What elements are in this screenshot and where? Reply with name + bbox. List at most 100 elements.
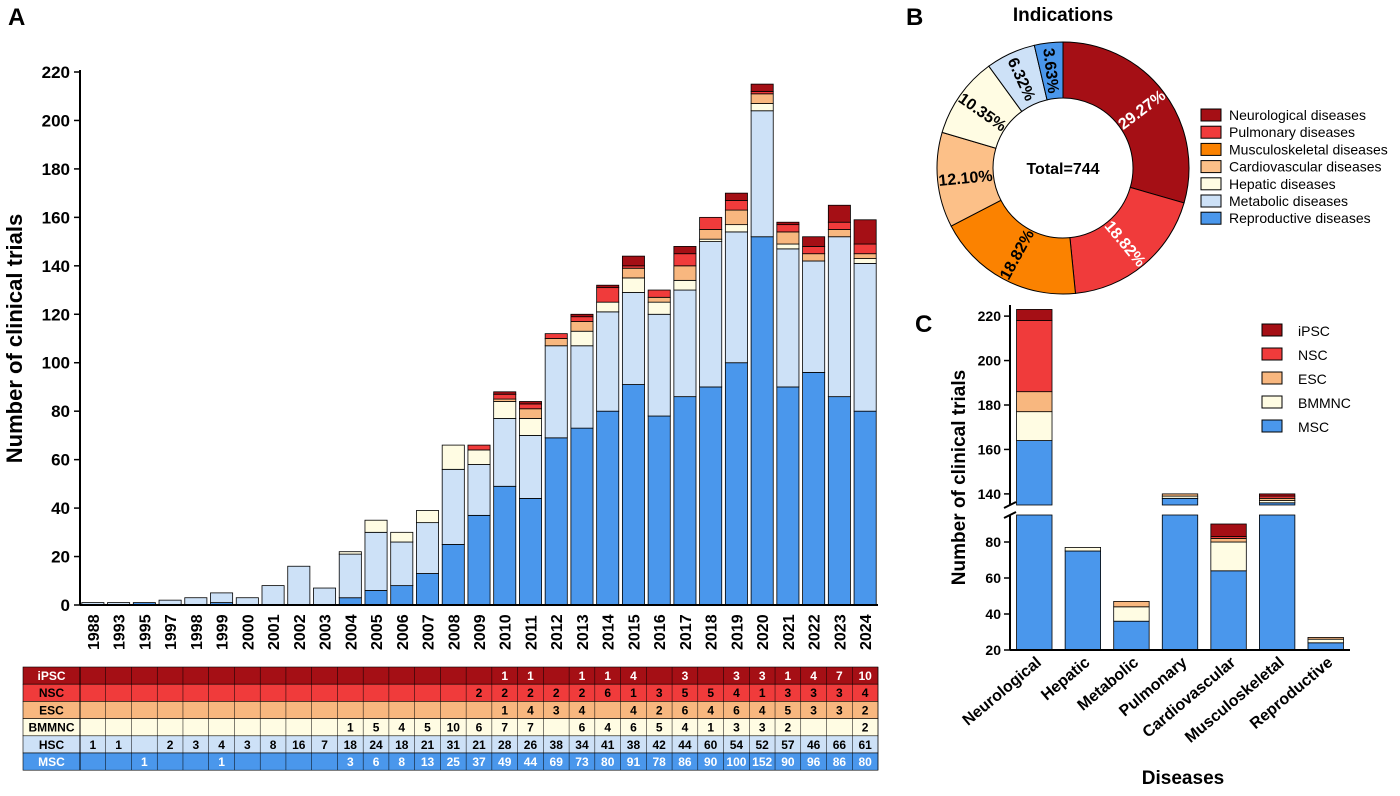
legend-swatch-nsc bbox=[1261, 347, 1283, 361]
bar-nsc-2009 bbox=[467, 444, 491, 451]
bar-msc-2004 bbox=[338, 597, 362, 606]
bar-bmmnc-metabolic bbox=[1113, 606, 1150, 622]
x-tick-label-2003: 2003 bbox=[318, 614, 335, 650]
table-cell-msc-2015: 91 bbox=[627, 755, 641, 769]
table-cell-bmmnc-2018: 1 bbox=[707, 721, 714, 735]
table-cell-msc-2024: 80 bbox=[858, 755, 872, 769]
table-cell-nsc-2021: 3 bbox=[785, 686, 792, 700]
table-cell-hsc-1998: 3 bbox=[192, 738, 199, 752]
bar-bmmnc-2017 bbox=[673, 279, 697, 291]
bar-bmmnc-2015 bbox=[621, 277, 645, 293]
table-cell-msc-2023: 86 bbox=[833, 755, 847, 769]
x-tick-label-2006: 2006 bbox=[395, 614, 412, 650]
y-tick-label: 140 bbox=[978, 486, 1002, 502]
bar-msc-cardiovascular bbox=[1210, 570, 1247, 651]
bar-bmmnc-2021 bbox=[776, 243, 800, 250]
legend-label-cardiovascular-diseases: Cardiovascular diseases bbox=[1229, 159, 1382, 175]
x-tick-label-2020: 2020 bbox=[755, 614, 772, 650]
legend-swatch-neurological-diseases bbox=[1200, 108, 1222, 122]
table-cell-hsc-2005: 24 bbox=[369, 738, 383, 752]
bar-hsc-2020 bbox=[750, 110, 774, 238]
bar-hsc-2022 bbox=[802, 260, 826, 373]
donut-center-label: Total=744 bbox=[1026, 161, 1099, 178]
table-cell-bmmnc-2008: 10 bbox=[447, 721, 461, 735]
table-cell-hsc-2003: 7 bbox=[321, 738, 328, 752]
table-row-label-nsc: NSC bbox=[39, 686, 65, 700]
bar-msc-hepatic bbox=[1064, 550, 1101, 651]
x-tick-label-2011: 2011 bbox=[523, 615, 540, 650]
bar-hsc-2019 bbox=[724, 231, 748, 364]
bar-ipsc-2022 bbox=[802, 236, 826, 247]
table-cell-hsc-2014: 41 bbox=[601, 738, 615, 752]
bar-msc-2011 bbox=[519, 497, 542, 606]
table-cell-ipsc-2017: 3 bbox=[682, 669, 689, 683]
y-tick-label: 20 bbox=[985, 642, 1001, 658]
bar-esc-2017 bbox=[673, 265, 697, 281]
x-tick-label-2008: 2008 bbox=[446, 614, 463, 650]
bar-bmmnc-2008 bbox=[441, 444, 465, 470]
bar-esc-2023 bbox=[827, 229, 851, 238]
table-row-esc bbox=[22, 701, 879, 719]
bar-ipsc-2024 bbox=[853, 219, 877, 245]
table-cell-nsc-2013: 2 bbox=[579, 686, 586, 700]
x-tick-label-2014: 2014 bbox=[601, 614, 618, 650]
x-tick-label-2009: 2009 bbox=[472, 614, 489, 650]
bar-bmmnc-hepatic bbox=[1064, 547, 1101, 552]
table-cell-ipsc-2014: 1 bbox=[604, 669, 611, 683]
table-cell-msc-2014: 80 bbox=[601, 755, 615, 769]
bar-msc-2024 bbox=[853, 410, 877, 606]
bar-hsc-2021 bbox=[776, 248, 800, 388]
bar-hsc-2003 bbox=[313, 587, 337, 606]
bar-esc-2020 bbox=[750, 93, 774, 104]
bar-hsc-2014 bbox=[596, 311, 620, 412]
bar-hsc-2007 bbox=[416, 522, 439, 574]
x-tick-label-neurological: Neurological bbox=[960, 654, 1045, 729]
bar-hsc-2006 bbox=[390, 541, 414, 587]
table-cell-msc-2020: 152 bbox=[752, 755, 772, 769]
table-cell-esc-2021: 5 bbox=[785, 703, 792, 717]
table-cell-ipsc-2019: 3 bbox=[733, 669, 740, 683]
x-tick-label-2002: 2002 bbox=[292, 614, 309, 650]
bar-hsc-2010 bbox=[493, 418, 517, 487]
y-tick-label: 220 bbox=[978, 308, 1002, 324]
x-tick-label-2021: 2021 bbox=[781, 614, 798, 650]
donut-slice-musculoskeletal-diseases bbox=[950, 199, 1077, 295]
x-tick-label-reproductive: Reproductive bbox=[1247, 654, 1336, 733]
bar-msc-2020 bbox=[750, 236, 774, 606]
table-cell-ipsc-2015: 4 bbox=[630, 669, 637, 683]
panel-letter-c: C bbox=[915, 311, 932, 338]
legend-label-esc: ESC bbox=[1298, 371, 1327, 387]
y-tick-label: 80 bbox=[985, 534, 1001, 550]
bar-msc-2009 bbox=[467, 514, 491, 606]
bar-ipsc-2023 bbox=[827, 204, 851, 223]
bar-esc-2022 bbox=[802, 253, 826, 262]
bar-hsc-2017 bbox=[673, 289, 697, 398]
panel-c-broken-axis-bar-chart: NeurologicalHepaticMetabolicPulmonaryCar… bbox=[949, 305, 1360, 789]
bar-hsc-2024 bbox=[853, 262, 877, 412]
donut-slice-label: 3.63% bbox=[1039, 47, 1061, 94]
y-axis-title: Number of clinical trials bbox=[949, 370, 970, 585]
bar-msc-2018 bbox=[699, 386, 723, 606]
axis-break-mark bbox=[1003, 501, 1017, 509]
bar-msc-metabolic bbox=[1113, 620, 1150, 651]
table-cell-hsc-1993: 1 bbox=[115, 738, 122, 752]
legend-swatch-msc bbox=[1261, 419, 1283, 433]
table-cell-bmmnc-2020: 3 bbox=[759, 721, 766, 735]
bar-bmmnc-2014 bbox=[596, 301, 620, 313]
x-axis-title: Diseases bbox=[1142, 768, 1224, 789]
bar-msc-musculoskeletal bbox=[1259, 514, 1296, 651]
bar-esc-reproductive bbox=[1307, 637, 1344, 640]
legend-label-musculoskeletal-diseases: Musculoskeletal diseases bbox=[1229, 141, 1388, 157]
bar-bmmnc-2016 bbox=[647, 301, 671, 315]
table-cell-msc-2016: 78 bbox=[653, 755, 667, 769]
table-cell-esc-2013: 4 bbox=[579, 703, 586, 717]
table-cell-nsc-2015: 1 bbox=[630, 686, 637, 700]
table-cell-msc-2009: 37 bbox=[472, 755, 486, 769]
donut-slice-reproductive-diseases bbox=[1033, 41, 1064, 101]
table-cell-hsc-1999: 4 bbox=[218, 738, 225, 752]
table-cell-hsc-2004: 18 bbox=[344, 738, 358, 752]
bar-nsc-2013 bbox=[570, 316, 594, 322]
bar-hsc-2001 bbox=[261, 585, 285, 606]
table-cell-esc-2022: 3 bbox=[810, 703, 817, 717]
